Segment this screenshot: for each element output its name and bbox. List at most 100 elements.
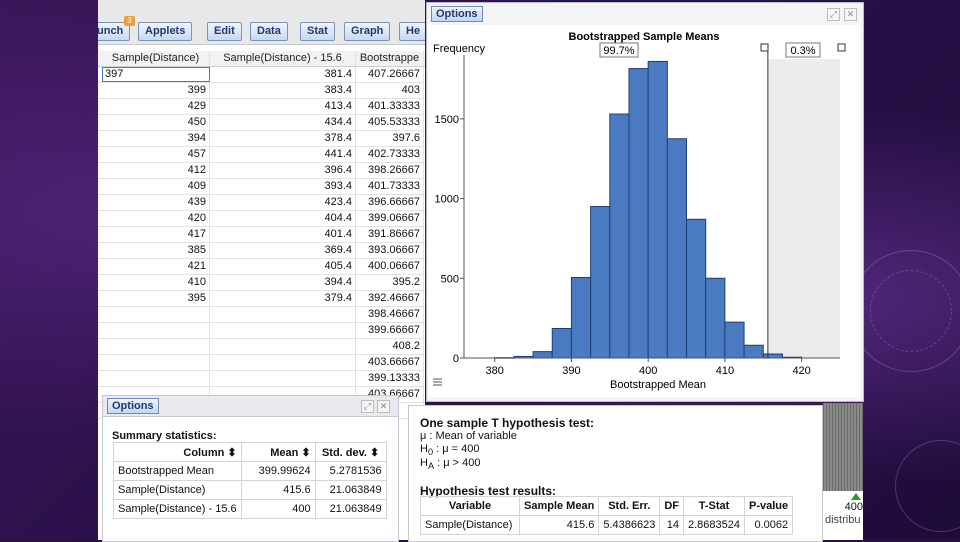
cutoff-handle[interactable]	[760, 43, 769, 52]
left-percent-label: 99.7%	[603, 45, 634, 57]
table-cell[interactable]: 381.4	[210, 67, 356, 82]
table-cell[interactable]: 399.66667	[356, 323, 424, 338]
menu-icon[interactable]	[433, 378, 442, 386]
table-cell[interactable]: 398.46667	[356, 307, 424, 322]
table-cell[interactable]: 441.4	[210, 147, 356, 162]
column-header[interactable]: Mean ⬍	[240, 442, 316, 462]
table-cell[interactable]	[210, 307, 356, 322]
table-cell[interactable]: 457	[102, 147, 210, 162]
column-header[interactable]: P-value	[743, 496, 794, 516]
table-cell[interactable]: 413.4	[210, 99, 356, 114]
table-cell[interactable]: 396.66667	[356, 195, 424, 210]
table-cell[interactable]: 410	[102, 275, 210, 290]
table-cell[interactable]: 402.73333	[356, 147, 424, 162]
y-tick-label: 500	[441, 273, 459, 285]
edit-button[interactable]: Edit	[207, 22, 242, 41]
expand-icon[interactable]: ⤢	[361, 400, 374, 413]
table-cell[interactable]	[210, 339, 356, 354]
column-header[interactable]: Std. Err.	[598, 496, 661, 516]
table-cell[interactable]: 401.33333	[356, 99, 424, 114]
column-header[interactable]: Variable	[420, 496, 520, 516]
table-cell[interactable]: 420	[102, 211, 210, 226]
histogram-bar	[647, 60, 668, 359]
column-header[interactable]: Sample Mean	[518, 496, 600, 516]
stat-button[interactable]: Stat	[300, 22, 335, 41]
data-button[interactable]: Data	[250, 22, 288, 41]
table-cell[interactable]: 397.6	[356, 131, 424, 146]
table-cell[interactable]	[210, 387, 356, 402]
summary-options-button[interactable]: Options	[107, 398, 159, 414]
table-cell[interactable]: 450	[102, 115, 210, 130]
graph-button[interactable]: Graph	[344, 22, 391, 41]
table-cell[interactable]: 421	[102, 259, 210, 274]
table-cell[interactable]: 399.06667	[356, 211, 424, 226]
upper-handle[interactable]	[837, 43, 846, 52]
table-cell[interactable]: 383.4	[210, 83, 356, 98]
table-cell[interactable]: 403	[356, 83, 424, 98]
table-cell[interactable]: 394.4	[210, 275, 356, 290]
table-cell[interactable]: 396.4	[210, 163, 356, 178]
selected-cell[interactable]: 397	[102, 67, 210, 82]
table-cell[interactable]: 395	[102, 291, 210, 306]
table-cell[interactable]: 399.13333	[356, 371, 424, 386]
table-cell[interactable]: 392.46667	[356, 291, 424, 306]
table-cell[interactable]	[210, 323, 356, 338]
table-cell[interactable]	[210, 371, 356, 386]
table-cell[interactable]: 401.73333	[356, 179, 424, 194]
table-cell[interactable]: 394	[102, 131, 210, 146]
column-header[interactable]: Bootstrappe	[356, 51, 424, 66]
table-cell[interactable]: 398.26667	[356, 163, 424, 178]
expand-icon[interactable]: ⤢	[827, 8, 840, 21]
table-cell[interactable]: 405.53333	[356, 115, 424, 130]
table-cell[interactable]: 400.06667	[356, 259, 424, 274]
column-header[interactable]: Std. dev. ⬍	[314, 442, 387, 462]
table-cell[interactable]: 395.2	[356, 275, 424, 290]
sort-icon: ⬍	[227, 446, 237, 459]
column-header[interactable]: DF	[659, 496, 684, 516]
table-cell: 415.6	[240, 480, 316, 500]
table-row: 439 423.4 396.66667	[98, 195, 425, 211]
table-cell[interactable]: 429	[102, 99, 210, 114]
table-cell[interactable]: 393.06667	[356, 243, 424, 258]
chart-options-button[interactable]: Options	[431, 6, 483, 22]
table-cell[interactable]: 408.2	[356, 339, 424, 354]
column-header[interactable]: Column ⬍	[113, 442, 242, 462]
table-cell[interactable]	[102, 307, 210, 322]
table-cell[interactable]: 439	[102, 195, 210, 210]
table-cell[interactable]	[102, 339, 210, 354]
help-button[interactable]: He	[399, 22, 425, 41]
table-cell[interactable]	[102, 387, 210, 402]
table-cell[interactable]: 378.4	[210, 131, 356, 146]
close-icon[interactable]: ✕	[377, 400, 390, 413]
close-icon[interactable]: ✕	[844, 8, 857, 21]
table-cell[interactable]: 423.4	[210, 195, 356, 210]
table-cell[interactable]: 434.4	[210, 115, 356, 130]
table-cell[interactable]: 412	[102, 163, 210, 178]
table-cell[interactable]: 391.86667	[356, 227, 424, 242]
table-cell[interactable]: 404.4	[210, 211, 356, 226]
sort-icon: ⬍	[301, 446, 311, 459]
applets-button[interactable]: Applets	[138, 22, 193, 41]
table-cell[interactable]: 403.66667	[356, 355, 424, 370]
table-cell[interactable]: 379.4	[210, 291, 356, 306]
table-cell[interactable]	[210, 355, 356, 370]
column-header[interactable]: Sample(Distance)	[102, 51, 210, 66]
table-cell[interactable]: 399	[102, 83, 210, 98]
table-cell[interactable]: 405.4	[210, 259, 356, 274]
table-cell[interactable]: 401.4	[210, 227, 356, 242]
table-cell[interactable]: 393.4	[210, 179, 356, 194]
column-header[interactable]: T-Stat	[682, 496, 745, 516]
table-cell[interactable]	[102, 323, 210, 338]
launch-button[interactable]: unch	[98, 22, 131, 41]
table-cell[interactable]: 409	[102, 179, 210, 194]
table-cell[interactable]	[102, 371, 210, 386]
right-percent-box	[785, 42, 821, 58]
table-cell[interactable]: 385	[102, 243, 210, 258]
table-cell[interactable]	[102, 355, 210, 370]
column-header[interactable]: Sample(Distance) - 15.6	[210, 51, 356, 66]
table-cell[interactable]: 417	[102, 227, 210, 242]
table-cell[interactable]: 369.4	[210, 243, 356, 258]
histogram-chart[interactable]: 380 390 400 410 420 0 500 1000 1500 Bootstrapped…	[428, 25, 860, 397]
table-cell[interactable]: 407.26667	[356, 67, 424, 82]
table-row: 399.13333	[98, 371, 425, 387]
